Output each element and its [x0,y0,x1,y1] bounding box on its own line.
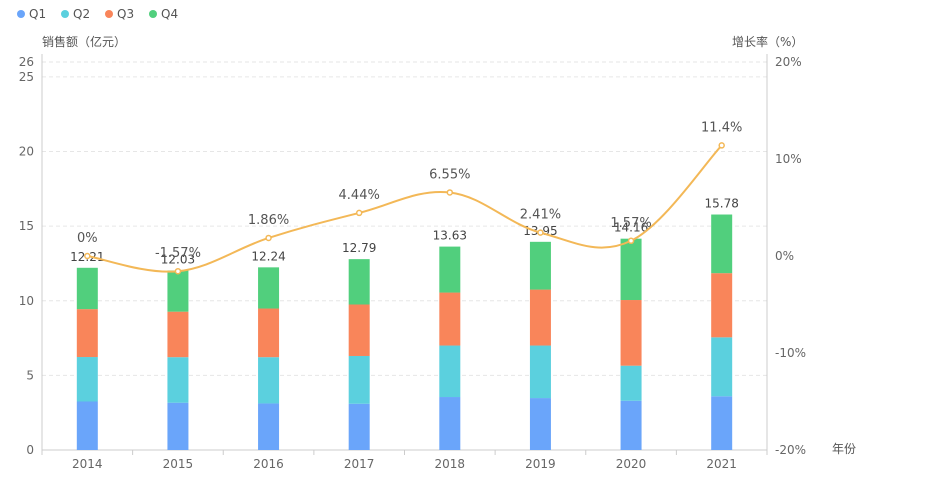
legend[interactable]: Q1 Q2 Q3 Q4 [17,7,178,21]
y-tick-right-label: 0% [775,249,794,263]
bar-q2-2014 [76,357,98,402]
x-tick-label: 2018 [435,457,466,471]
total-label: 14.16 [614,221,648,235]
x-tick-label: 2016 [253,457,284,471]
growth-point [718,142,725,149]
bar-q2-2019 [529,345,551,399]
legend-marker-q3 [105,10,113,18]
bar-q4-2018 [439,246,461,293]
bar-q3-2018 [439,292,461,346]
growth-labels: 0% -1.57% 1.86% 4.44% 6.55% 2.41% 1.57% 11.4% [77,120,742,261]
bar-q1-2021 [711,396,733,450]
bar-q4-2021 [711,214,733,274]
y-tick-right-label: -20% [775,443,806,457]
total-label: 15.78 [705,197,739,211]
growth-point [446,189,454,196]
bar-q2-2021 [711,337,733,397]
bar-q3-2017 [348,304,370,356]
total-label: 13.63 [433,229,467,243]
bar-q1-2017 [348,403,370,450]
growth-line [84,142,725,275]
growth-point [265,234,272,242]
x-axis-ticks: 2014 2015 2016 2017 2018 2019 2020 2021 [72,457,737,471]
bar-q1-2015 [167,402,189,450]
y-tick-left-label: 5 [26,368,34,382]
total-label: 12.79 [342,241,376,255]
y-tick-left-label: 10 [19,294,34,308]
x-tick-label: 2021 [706,457,737,471]
legend-label-q4: Q4 [161,7,178,21]
growth-point [627,237,635,245]
y-tick-left-label: 25 [19,70,34,84]
x-tick-label: 2017 [344,457,375,471]
bar-q1-2016 [258,403,280,450]
grid-lines [42,61,767,376]
bar-q1-2014 [76,401,98,450]
bar-q4-2017 [348,259,370,305]
bar-q3-2015 [167,311,189,358]
bar-q1-2018 [439,397,461,450]
bar-q4-2019 [529,241,551,290]
legend-marker-q2 [61,10,69,18]
legend-label-q3: Q3 [117,7,134,21]
growth-point [84,252,91,260]
growth-label: -1.57% [155,246,201,261]
y-tick-left-label: 15 [19,219,34,233]
growth-label: 6.55% [429,167,470,182]
x-tick-label: 2019 [525,457,556,471]
y-tick-right-label: -10% [775,346,806,360]
x-tick-label: 2014 [72,457,103,471]
growth-label: 1.57% [610,216,651,231]
y-tick-right-label: 20% [775,55,802,69]
bar-q3-2016 [258,308,280,358]
y-axis-left-title: 销售额（亿元） [42,34,126,49]
legend-label-q1: Q1 [29,7,46,21]
bar-q4-2014 [76,267,98,310]
x-tick-label: 2015 [163,457,194,471]
legend-label-q2: Q2 [73,7,90,21]
y-axis-right-title: 增长率（%） [732,34,803,49]
growth-label: 2.41% [520,208,561,223]
y-tick-left-label: 20 [19,145,34,159]
x-axis-title: 年份 [832,442,856,456]
growth-point [174,267,182,275]
bars [76,214,733,450]
bar-q2-2018 [439,345,461,398]
axes [41,54,768,455]
y-tick-left-label: 26 [19,55,34,69]
bar-q2-2015 [167,357,189,403]
bar-q2-2020 [620,365,642,401]
bar-q2-2016 [258,357,280,404]
bar-q3-2021 [711,273,733,338]
total-label: 12.24 [251,249,285,263]
bar-q4-2020 [620,238,642,301]
y-tick-left-label: 0 [26,443,34,457]
legend-marker-q1 [17,10,25,18]
legend-marker-q4 [149,10,157,18]
bar-q3-2020 [620,300,642,366]
y-axis-right-ticks: -20% -10% 0% 10% 20% [775,55,806,457]
x-tick-label: 2020 [616,457,647,471]
growth-label: 4.44% [339,188,380,203]
growth-point [537,229,544,236]
bar-q3-2014 [76,309,98,358]
bar-q4-2015 [167,270,189,312]
bar-q2-2017 [348,355,370,404]
growth-label: 1.86% [248,213,289,228]
total-label: 12.03 [161,252,195,266]
y-tick-right-label: 10% [775,152,802,166]
bar-q1-2020 [620,400,642,450]
bar-q1-2019 [529,398,551,450]
bar-q4-2016 [258,267,280,309]
growth-label: 0% [77,231,98,246]
bar-q3-2019 [529,289,551,346]
growth-label: 11.4% [701,120,742,135]
growth-point [355,209,363,217]
